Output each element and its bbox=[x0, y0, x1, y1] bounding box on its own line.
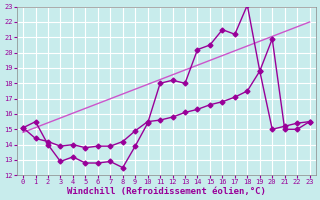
X-axis label: Windchill (Refroidissement éolien,°C): Windchill (Refroidissement éolien,°C) bbox=[67, 187, 266, 196]
